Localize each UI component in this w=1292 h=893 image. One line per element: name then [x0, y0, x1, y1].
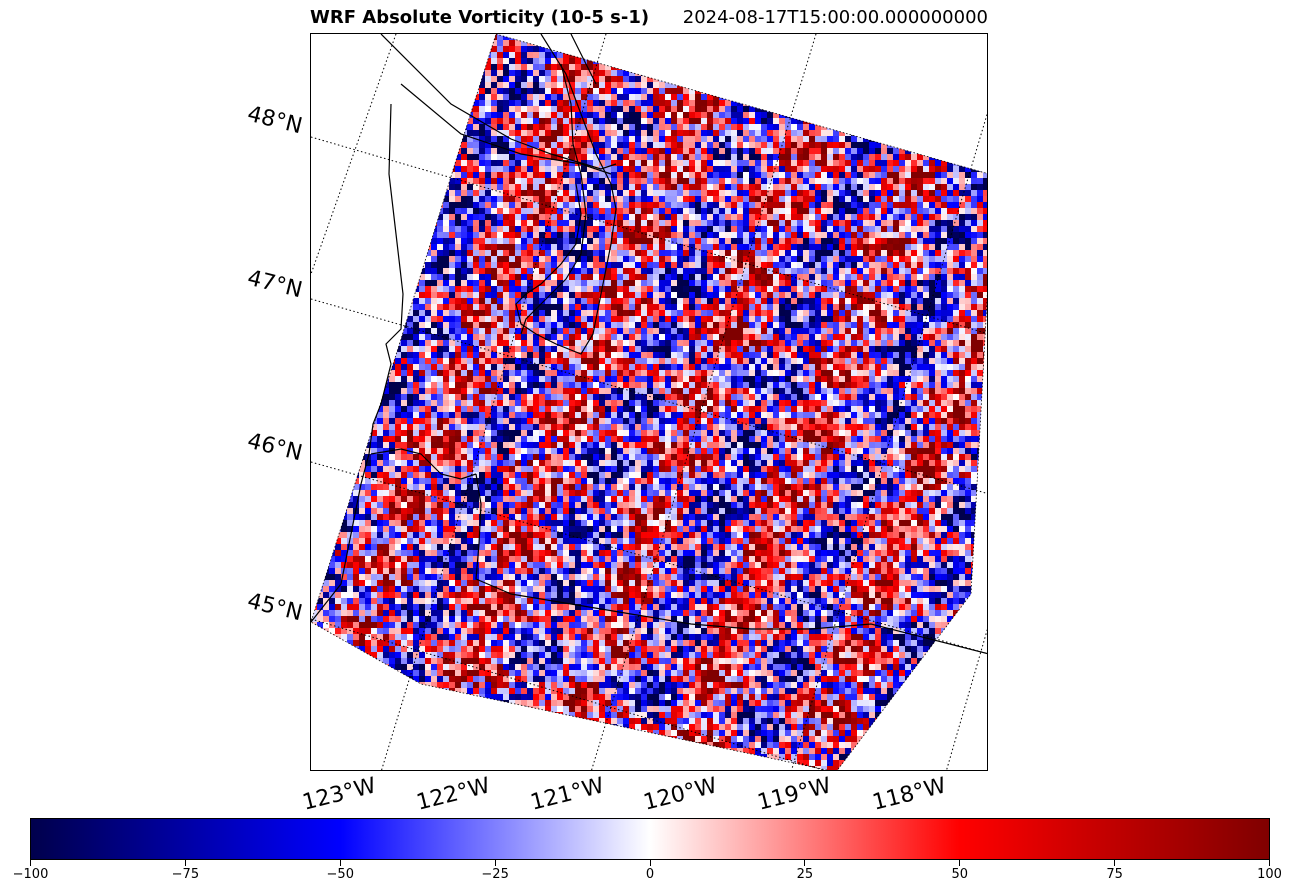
lat-label-46: 46°N [244, 428, 305, 467]
colorbar-tick-label: −100 [12, 867, 49, 882]
domain-outline [311, 34, 987, 770]
colorbar-tick-label: 75 [1106, 867, 1123, 882]
colorbar-tick [804, 860, 806, 866]
lat-label-47: 47°N [244, 265, 305, 304]
gridlines [311, 34, 987, 770]
lon-label-122: 122°W [414, 773, 493, 816]
plot-title: WRF Absolute Vorticity (10-5 s-1) [310, 7, 650, 28]
vorticity-field [311, 34, 987, 770]
lon-label-119: 119°W [755, 773, 834, 816]
colorbar [30, 818, 1270, 860]
lat-label-48: 48°N [244, 101, 305, 140]
colorbar-tick-label: 0 [645, 867, 655, 882]
lat-label-45: 45°N [244, 588, 305, 627]
plot-timestamp: 2024-08-17T15:00:00.000000000 [682, 7, 988, 28]
lon-label-120: 120°W [641, 773, 720, 816]
coastline [311, 34, 987, 655]
lon-label-121: 121°W [528, 773, 607, 816]
colorbar-tick-label: 25 [796, 867, 814, 882]
colorbar-tick [959, 860, 961, 866]
colorbar-tick-label: 100 [1257, 867, 1282, 882]
colorbar-tick [1114, 860, 1116, 866]
colorbar-tick [1269, 860, 1270, 866]
map-panel[interactable] [310, 33, 988, 771]
lon-label-123: 123°W [300, 773, 379, 816]
colorbar-tick [339, 860, 341, 866]
map-canvas [311, 34, 987, 770]
lon-label-118: 118°W [870, 773, 949, 816]
colorbar-tick [494, 860, 496, 866]
colorbar-tick [184, 860, 186, 866]
colorbar-tick [30, 860, 31, 866]
colorbar-tick-label: −75 [171, 867, 200, 882]
colorbar-tick-label: −25 [481, 867, 509, 882]
colorbar-tick [649, 860, 651, 866]
colorbar-tick-label: −50 [326, 867, 354, 882]
colorbar-tick-label: 50 [951, 867, 969, 882]
